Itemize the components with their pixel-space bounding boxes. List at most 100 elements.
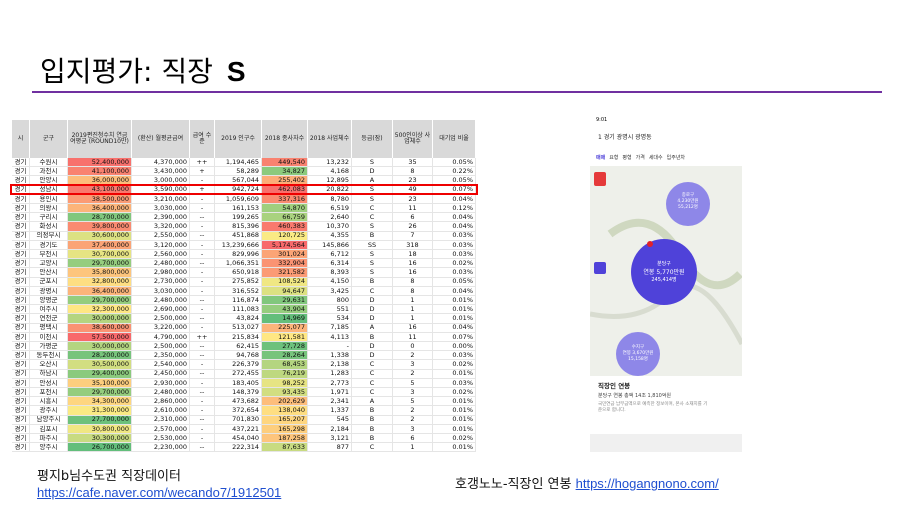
title-rule: [32, 91, 882, 93]
table-cell: 16: [393, 268, 433, 278]
table-cell: 187,258: [262, 434, 308, 444]
table-cell: S: [352, 250, 393, 260]
table-cell: 27,728: [262, 342, 308, 352]
table-cell: 2,500,000: [132, 342, 190, 352]
right-link[interactable]: https://hogangnono.com/: [575, 476, 719, 491]
table-cell: -: [190, 323, 215, 333]
table-cell: 39,800,000: [68, 222, 132, 232]
table-cell: 경기: [12, 213, 30, 223]
table-cell: --: [190, 351, 215, 361]
pin: [647, 241, 653, 247]
table-cell: 28,264: [262, 351, 308, 361]
table-cell: 0: [393, 342, 433, 352]
table-cell: 165,298: [262, 424, 308, 434]
header-cell: 2019편진청수치 연금여평균 (ROUND10만): [68, 120, 132, 158]
table-cell: 301,024: [262, 250, 308, 260]
bubble-sub: 55,212명: [678, 205, 698, 210]
table-cell: 38,600,000: [68, 323, 132, 333]
bubble-sub: 245,414명: [651, 277, 677, 283]
table-cell: 2,138: [308, 360, 352, 370]
table-cell: 4,790,000: [132, 332, 190, 342]
table-cell: 5: [393, 378, 433, 388]
table-cell: 11: [393, 204, 433, 214]
table-cell: 0.02%: [433, 434, 476, 444]
left-link[interactable]: https://cafe.naver.com/wecando7/1912501: [37, 485, 282, 500]
table-cell: 부천시: [30, 250, 68, 260]
table-cell: 1,194,465: [215, 158, 262, 168]
table-cell: 30,000,000: [68, 342, 132, 352]
table-cell: 경기: [12, 305, 30, 315]
table-cell: 경기: [12, 194, 30, 204]
table-cell: 11: [393, 332, 433, 342]
table-cell: 화성시: [30, 222, 68, 232]
table-cell: 16: [393, 259, 433, 269]
table-cell: 68,453: [262, 360, 308, 370]
bubble-sub: 15,158명: [628, 357, 648, 362]
table-cell: 경기: [12, 342, 30, 352]
table-cell: 0.03%: [433, 240, 476, 250]
bubble-name: 분당구: [657, 261, 671, 267]
left-caption: 평지b님수도권 직장데이터: [37, 469, 181, 484]
table-cell: -: [190, 240, 215, 250]
phone-screenshot: 9:01 1 경기 광명시 광명동 매매 요형 평형 가격 세대수 입주년차 종로구 4,2…: [590, 114, 742, 452]
table-cell: 4,150: [308, 277, 352, 287]
table-cell: 0.03%: [433, 351, 476, 361]
table-cell: 5: [393, 397, 433, 407]
table-cell: 121,581: [262, 332, 308, 342]
table-cell: C: [352, 204, 393, 214]
table-cell: 0.01%: [433, 443, 476, 453]
table-cell: 37,400,000: [68, 240, 132, 250]
header-cell: 2019 인구수: [215, 120, 262, 158]
table-cell: 2,540,000: [132, 360, 190, 370]
table-cell: 0.07%: [433, 332, 476, 342]
table-cell: 6,712: [308, 250, 352, 260]
table-cell: 3,430,000: [132, 167, 190, 177]
table-cell: 경기: [12, 222, 30, 232]
table-cell: 35,800,000: [68, 268, 132, 278]
table-cell: 2,640: [308, 213, 352, 223]
table-cell: 4,113: [308, 332, 352, 342]
table-cell: 1: [393, 305, 433, 315]
table-cell: 108,524: [262, 277, 308, 287]
table-cell: 199,265: [215, 213, 262, 223]
table-cell: 98,252: [262, 378, 308, 388]
table-cell: -: [190, 277, 215, 287]
table-cell: 0.04%: [433, 194, 476, 204]
table-cell: 829,996: [215, 250, 262, 260]
table-cell: C: [352, 388, 393, 398]
table-cell: 877: [308, 443, 352, 453]
table-cell: 경기: [12, 378, 30, 388]
table-cell: 93,435: [262, 388, 308, 398]
table-cell: --: [190, 259, 215, 269]
table-cell: 43,824: [215, 314, 262, 324]
table-cell: 58,289: [215, 167, 262, 177]
grade: S: [226, 56, 246, 87]
table-cell: 3,220,000: [132, 323, 190, 333]
header-cell: (환산) 월평균급여: [132, 120, 190, 158]
table-cell: 경기: [12, 277, 30, 287]
table-cell: S: [352, 158, 393, 168]
header-cell: 500인이상 사업체수: [393, 120, 433, 158]
table-cell: 0.01%: [433, 296, 476, 306]
table-cell: 0.04%: [433, 286, 476, 296]
table-cell: 2,550,000: [132, 231, 190, 241]
slide-title: 입지평가: 직장: [40, 55, 213, 88]
table-cell: 94,768: [215, 351, 262, 361]
table-cell: 0.22%: [433, 167, 476, 177]
table-cell: -: [190, 250, 215, 260]
table-cell: 0.04%: [433, 213, 476, 223]
table-cell: -: [190, 378, 215, 388]
table-cell: 남양주시: [30, 415, 68, 425]
slide-title-wrap: 입지평가: 직장 S: [40, 50, 246, 90]
table-cell: 460,383: [262, 222, 308, 232]
table-cell: 경기: [12, 369, 30, 379]
app-header: [590, 114, 742, 166]
table-cell: 광주시: [30, 406, 68, 416]
bubble-label: 4,230만원: [677, 199, 699, 204]
table-cell: B: [352, 406, 393, 416]
table-cell: 0.02%: [433, 388, 476, 398]
table-cell: 2,570,000: [132, 424, 190, 434]
table-cell: 451,868: [215, 231, 262, 241]
location: 1 경기 광명시 광명동: [598, 134, 652, 141]
table-cell: 경기: [12, 332, 30, 342]
